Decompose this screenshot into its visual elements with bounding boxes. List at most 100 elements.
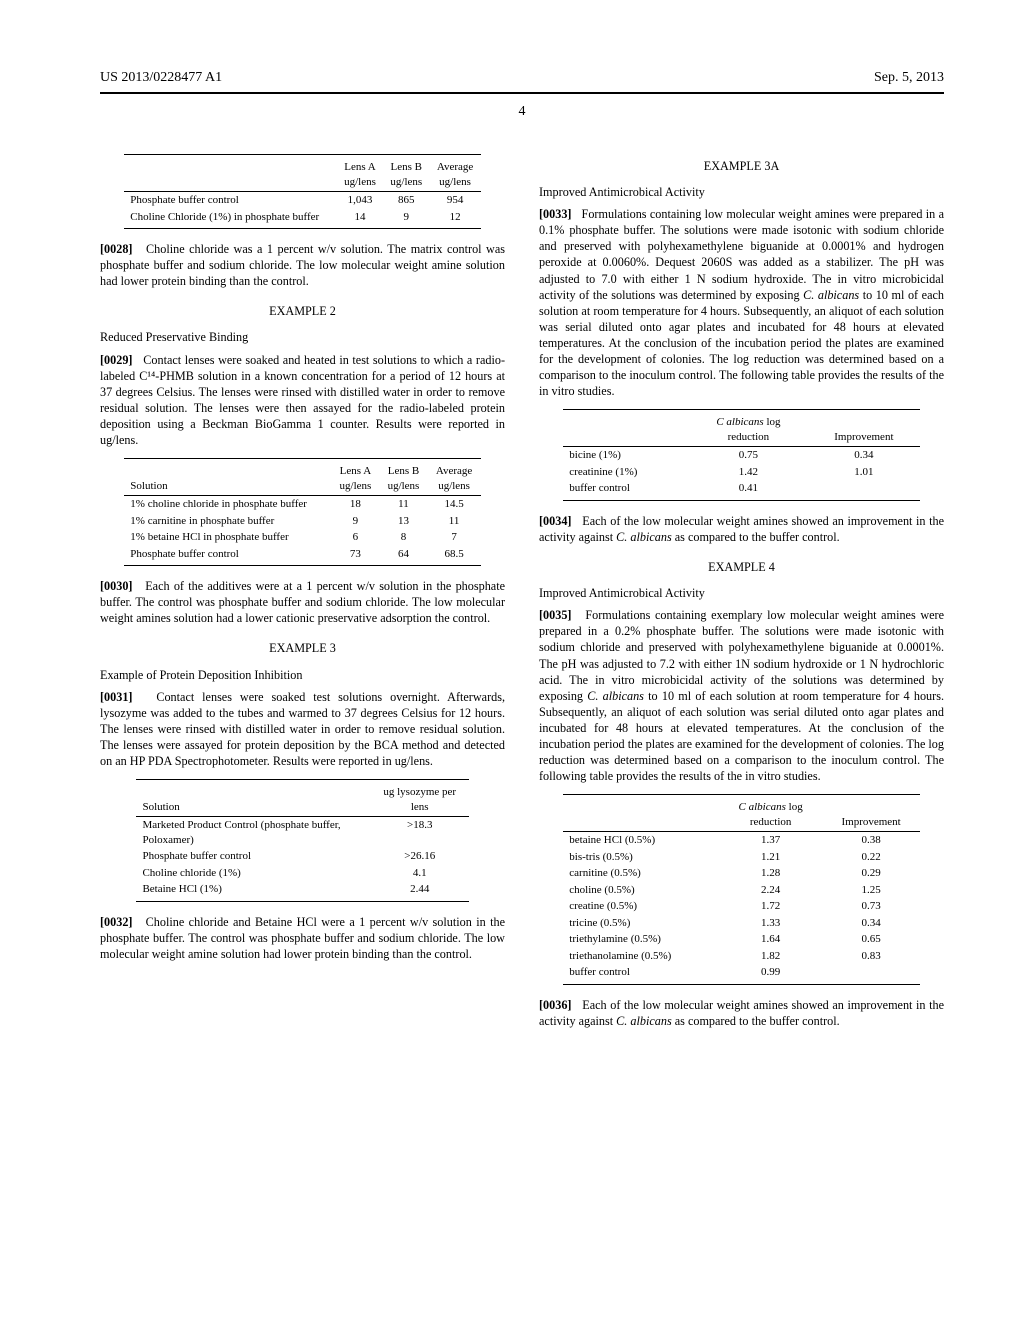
paragraph-0029: [0029] Contact lenses were soaked and he… [100,352,505,449]
table-header: Lens Bug/lens [383,158,429,192]
para-text: Formulations containing low molecular we… [539,207,944,398]
table-cell: Betaine HCl (1%) [136,881,370,898]
table-cell [823,964,920,981]
table-header: Averageug/lens [427,462,480,496]
table-cell: 14.5 [427,496,480,513]
table-cell: 0.41 [689,480,808,497]
example-2-heading: EXAMPLE 2 [100,303,505,319]
table-cell: 64 [379,546,427,563]
publication-date: Sep. 5, 2013 [874,70,944,86]
table-cell: 1.33 [719,915,823,932]
table-cell: 1,043 [337,192,383,209]
table-header: Lens Bug/lens [379,462,427,496]
publication-number: US 2013/0228477 A1 [100,70,222,86]
table-cell: 8 [379,529,427,546]
page-header: US 2013/0228477 A1 Sep. 5, 2013 [100,70,944,90]
paragraph-0033: [0033] Formulations containing low molec… [539,206,944,399]
table-cell: bicine (1%) [563,447,688,464]
example-3-heading: EXAMPLE 3 [100,640,505,656]
table-cell: triethanolamine (0.5%) [563,948,718,965]
table-albicans-4: C albicans logreduction Improvement beta… [563,794,919,985]
table-albicans-3a: C albicans logreduction Improvement bici… [563,409,919,501]
table-cell: 1.42 [689,464,808,481]
table-cell: >26.16 [371,848,469,865]
paragraph-0034: [0034] Each of the low molecular weight … [539,513,944,545]
paragraph-0030: [0030] Each of the additives were at a 1… [100,578,505,626]
table-cell: 0.99 [719,964,823,981]
table-cell: Marketed Product Control (phosphate buff… [136,817,370,849]
para-number: [0035] [539,608,572,622]
columns-container: Lens Aug/lens Lens Bug/lens Averageug/le… [100,144,944,1037]
table-cell: 0.65 [823,931,920,948]
table-lens-buffer: Lens Aug/lens Lens Bug/lens Averageug/le… [124,154,480,229]
table-cell: 11 [427,513,480,530]
header-rule [100,92,944,94]
paragraph-0032: [0032] Choline chloride and Betaine HCl … [100,914,505,962]
table-cell: 9 [383,209,429,226]
table-cell: 865 [383,192,429,209]
table-cell: 0.73 [823,898,920,915]
table-cell: Choline Chloride (1%) in phosphate buffe… [124,209,337,226]
table-cell: 954 [429,192,480,209]
table-cell: 1.37 [719,832,823,849]
example-3a-heading: EXAMPLE 3A [539,158,944,174]
table-header: Lens Aug/lens [331,462,379,496]
para-number: [0028] [100,242,133,256]
table-cell: creatine (0.5%) [563,898,718,915]
table-header-blank [563,413,688,447]
table-cell: buffer control [563,964,718,981]
table-cell: 1% carnitine in phosphate buffer [124,513,331,530]
para-text: Contact lenses were soaked and heated in… [100,353,505,447]
para-text: Formulations containing exemplary low mo… [539,608,944,783]
table-cell: 68.5 [427,546,480,563]
table-cell: 1.01 [808,464,920,481]
para-text: Each of the additives were at a 1 percen… [100,579,505,625]
table-cell: 0.29 [823,865,920,882]
table-cell: Phosphate buffer control [124,546,331,563]
para-text: Choline chloride and Betaine HCl were a … [100,915,505,961]
table-cell: 9 [331,513,379,530]
table-cell: >18.3 [371,817,469,849]
table-cell: 0.83 [823,948,920,965]
table-cell: 2.24 [719,882,823,899]
page-number: 4 [100,104,944,120]
table-cell: creatinine (1%) [563,464,688,481]
table-cell: 0.22 [823,849,920,866]
table-cell: 1% betaine HCl in phosphate buffer [124,529,331,546]
table-cell: 0.75 [689,447,808,464]
example-3-title: Example of Protein Deposition Inhibition [100,667,505,683]
table-lysozyme: Solution ug lysozyme per lens Marketed P… [136,779,468,902]
table-cell: Phosphate buffer control [136,848,370,865]
table-cell: 1.28 [719,865,823,882]
table-solution-lens: Solution Lens Aug/lens Lens Bug/lens Ave… [124,458,480,566]
table-cell: 1.82 [719,948,823,965]
table-header: ug lysozyme per lens [371,783,469,817]
table-header: C albicans logreduction [719,798,823,832]
para-text: Each of the low molecular weight amines … [539,998,944,1028]
table-cell [808,480,920,497]
table-cell: carnitine (0.5%) [563,865,718,882]
patent-page: US 2013/0228477 A1 Sep. 5, 2013 4 Lens A… [0,0,1024,1320]
table-cell: 1.21 [719,849,823,866]
table-cell: 1.25 [823,882,920,899]
table-cell: 13 [379,513,427,530]
example-2-title: Reduced Preservative Binding [100,329,505,345]
table-header: Lens Aug/lens [337,158,383,192]
table-cell: 0.38 [823,832,920,849]
example-3a-title: Improved Antimicrobical Activity [539,184,944,200]
table-header: Solution [124,462,331,496]
table-cell: 14 [337,209,383,226]
example-4-title: Improved Antimicrobical Activity [539,585,944,601]
paragraph-0028: [0028] Choline chloride was a 1 percent … [100,241,505,289]
para-number: [0033] [539,207,572,221]
para-number: [0031] [100,690,133,704]
table-cell: 18 [331,496,379,513]
paragraph-0031: [0031] Contact lenses were soaked test s… [100,689,505,769]
table-cell: 6 [331,529,379,546]
table-header-blank [124,158,337,192]
table-cell: Phosphate buffer control [124,192,337,209]
para-number: [0029] [100,353,133,367]
table-header: Solution [136,783,370,817]
table-cell: 0.34 [808,447,920,464]
table-cell: 1.64 [719,931,823,948]
